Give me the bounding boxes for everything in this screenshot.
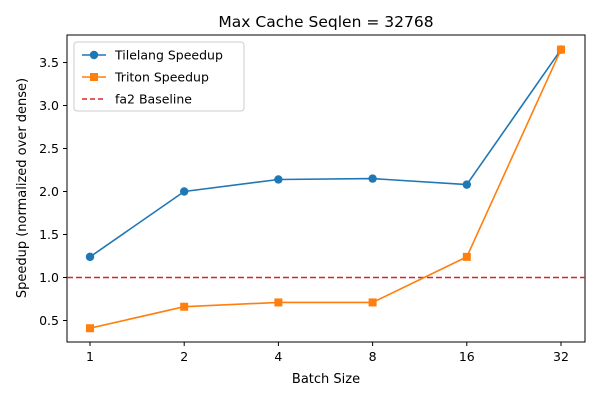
legend-label-0: Tilelang Speedup xyxy=(114,48,223,63)
series-line-0 xyxy=(89,49,562,258)
y-tick-label-1: 1.0 xyxy=(39,270,59,285)
y-axis-title: Speedup (normalized over dense) xyxy=(15,78,30,298)
series-1-point-1 xyxy=(180,302,189,311)
series-1 xyxy=(86,45,565,333)
x-tick-label-8: 8 xyxy=(369,349,377,364)
chart-title: Max Cache Seqlen = 32768 xyxy=(218,13,433,31)
y-tick-label-0: 0.5 xyxy=(39,313,59,328)
x-axis: 1 2 4 8 16 32 xyxy=(86,342,569,364)
y-tick-label-4: 2.5 xyxy=(39,141,59,156)
series-0-point-3 xyxy=(368,174,377,183)
series-1-point-4 xyxy=(462,252,471,261)
x-tick-label-1: 1 xyxy=(86,349,94,364)
y-tick-label-3: 2.0 xyxy=(39,184,59,199)
x-tick-label-2: 2 xyxy=(180,349,188,364)
series-0-point-2 xyxy=(274,175,283,184)
series-0-point-1 xyxy=(180,187,189,196)
y-axis: 0.5 1.0 1.5 2.0 2.5 3.0 3.5 xyxy=(39,55,67,328)
series-1-point-2 xyxy=(274,298,283,307)
series-layer xyxy=(85,45,566,333)
legend-marker-0 xyxy=(89,50,99,60)
plot-area xyxy=(66,34,586,343)
legend: Tilelang Speedup Triton Speedup fa2 Baseli… xyxy=(73,41,245,112)
series-1-point-0 xyxy=(86,324,94,333)
legend-box xyxy=(73,41,245,112)
series-1-point-3 xyxy=(368,298,377,307)
y-tick-label-6: 3.5 xyxy=(39,55,59,70)
y-tick-label-2: 1.5 xyxy=(39,227,59,242)
series-line-1 xyxy=(89,49,562,329)
legend-label-1: Triton Speedup xyxy=(114,70,209,85)
x-tick-label-32: 32 xyxy=(553,349,569,364)
legend-label-2: fa2 Baseline xyxy=(115,92,192,107)
x-tick-label-16: 16 xyxy=(459,349,475,364)
series-0-point-4 xyxy=(462,180,471,189)
series-1-point-5 xyxy=(557,45,565,54)
series-0-point-0 xyxy=(85,252,95,262)
legend-marker-1 xyxy=(90,73,98,81)
y-tick-label-5: 3.0 xyxy=(39,98,59,113)
x-axis-title: Batch Size xyxy=(292,372,360,387)
x-tick-label-4: 4 xyxy=(274,349,282,364)
